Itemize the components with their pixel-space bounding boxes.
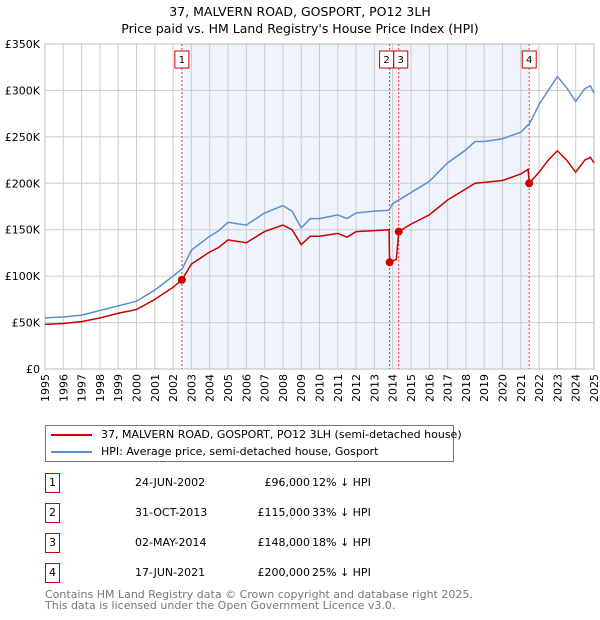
sale-hpi-diff: 25% ↓ HPI <box>312 566 371 579</box>
footer-line2: This data is licensed under the Open Gov… <box>45 599 396 612</box>
x-tick-label: 2002 <box>167 374 180 402</box>
plot-border <box>44 43 595 370</box>
sale-row: 1 24-JUN-2002 £96,000 12% ↓ HPI <box>45 473 465 493</box>
sale-point <box>177 275 186 284</box>
x-tick-label: 2020 <box>497 374 510 402</box>
x-tick-label: 2005 <box>222 374 235 402</box>
legend-label: HPI: Average price, semi-detached house,… <box>101 445 379 458</box>
sale-marker-label: 1 <box>179 55 185 66</box>
sale-marker-label: 3 <box>398 55 404 66</box>
sale-number: 2 <box>45 503 60 523</box>
sale-marker-label: 4 <box>526 55 532 66</box>
chart-title: 37, MALVERN ROAD, GOSPORT, PO12 3LH <box>169 4 431 19</box>
sale-number: 4 <box>45 563 60 583</box>
sale-number: 1 <box>45 473 60 493</box>
x-tick-label: 2003 <box>185 374 198 402</box>
sale-row: 3 02-MAY-2014 £148,000 18% ↓ HPI <box>45 533 465 553</box>
x-tick-label: 1998 <box>94 374 107 402</box>
y-tick-label: £200K <box>5 177 41 190</box>
x-tick-label: 2012 <box>350 374 363 402</box>
x-tick-label: 2019 <box>478 374 491 402</box>
legend-item-property: 37, MALVERN ROAD, GOSPORT, PO12 3LH (sem… <box>46 427 462 443</box>
y-tick-label: £150K <box>5 224 41 237</box>
x-tick-label: 2011 <box>332 374 345 402</box>
sale-price: £200,000 <box>257 566 311 579</box>
x-tick-label: 2022 <box>533 374 546 402</box>
sale-marker-label: 2 <box>383 55 389 66</box>
sale-marker-box <box>393 50 409 69</box>
sale-date: 02-MAY-2014 <box>135 536 207 549</box>
sale-marker-box <box>174 50 190 69</box>
x-tick-label: 2021 <box>515 374 528 402</box>
sale-date: 17-JUN-2021 <box>135 566 206 579</box>
x-tick-label: 2025 <box>588 374 600 402</box>
x-tick-label: 2006 <box>240 374 253 402</box>
sale-point <box>385 258 394 267</box>
x-tick-label: 2004 <box>204 374 217 402</box>
legend-swatch <box>51 434 92 436</box>
x-tick-label: 1999 <box>112 374 125 402</box>
x-tick-label: 2024 <box>570 374 583 402</box>
y-tick-label: £0 <box>26 363 40 376</box>
legend-swatch <box>51 451 92 453</box>
y-tick-label: £350K <box>5 38 41 51</box>
x-tick-label: 2023 <box>551 374 564 402</box>
sale-hpi-diff: 33% ↓ HPI <box>312 506 371 519</box>
x-tick-label: 2007 <box>259 374 272 402</box>
sale-hpi-diff: 18% ↓ HPI <box>312 536 371 549</box>
chart-subtitle: Price paid vs. HM Land Registry's House … <box>121 21 479 36</box>
x-tick-label: 2013 <box>368 374 381 402</box>
sale-hpi-diff: 12% ↓ HPI <box>312 476 371 489</box>
x-tick-label: 2008 <box>277 374 290 402</box>
sale-date: 24-JUN-2002 <box>135 476 206 489</box>
x-tick-label: 2001 <box>149 374 162 402</box>
sale-price: £148,000 <box>257 536 311 549</box>
x-tick-label: 2018 <box>460 374 473 402</box>
sale-row: 2 31-OCT-2013 £115,000 33% ↓ HPI <box>45 503 465 523</box>
x-tick-label: 1996 <box>57 374 70 402</box>
footer-line1: Contains HM Land Registry data © Crown c… <box>45 588 473 601</box>
legend: 37, MALVERN ROAD, GOSPORT, PO12 3LH (sem… <box>45 425 462 462</box>
shaded-region <box>181 44 530 369</box>
y-tick-label: £250K <box>5 131 41 144</box>
sale-point <box>525 179 534 188</box>
x-tick-label: 1997 <box>76 374 89 402</box>
x-tick-label: 1995 <box>39 374 52 402</box>
sale-marker-box <box>521 50 537 69</box>
x-tick-label: 2016 <box>423 374 436 402</box>
y-tick-label: £50K <box>12 317 41 330</box>
sale-row: 4 17-JUN-2021 £200,000 25% ↓ HPI <box>45 563 465 583</box>
footer: Contains HM Land Registry data © Crown c… <box>45 589 473 611</box>
sale-price: £115,000 <box>257 506 311 519</box>
x-tick-label: 2014 <box>387 374 400 402</box>
x-tick-label: 2000 <box>131 374 144 402</box>
sale-point <box>394 227 403 236</box>
sale-price: £96,000 <box>264 476 311 489</box>
sale-number: 3 <box>45 533 60 553</box>
x-tick-label: 2010 <box>314 374 327 402</box>
plot-area: 1995 1996 1997 1998 1999 2000 2001 2002 2003 2004… <box>5 38 600 402</box>
sale-date: 31-OCT-2013 <box>135 506 208 519</box>
x-tick-label: 2017 <box>442 374 455 402</box>
hpi-line <box>44 75 595 319</box>
legend-item-hpi: HPI: Average price, semi-detached house,… <box>46 444 453 460</box>
legend-label: 37, MALVERN ROAD, GOSPORT, PO12 3LH (sem… <box>101 428 462 441</box>
price-paid-line <box>44 149 595 326</box>
x-tick-label: 2009 <box>295 374 308 402</box>
y-tick-label: £300K <box>5 84 41 97</box>
y-tick-label: £100K <box>5 270 41 283</box>
x-tick-label: 2015 <box>405 374 418 402</box>
